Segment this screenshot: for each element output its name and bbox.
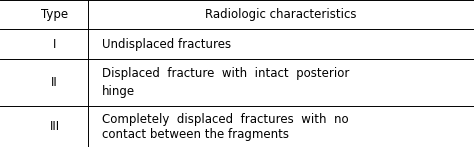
Text: Completely  displaced  fractures  with  no: Completely displaced fractures with no [102,112,348,126]
Text: II: II [51,76,58,89]
Text: I: I [53,38,56,51]
Text: Undisplaced fractures: Undisplaced fractures [102,38,231,51]
Text: III: III [49,120,60,133]
Text: Type: Type [41,8,68,21]
Text: contact between the fragments: contact between the fragments [102,128,289,141]
Text: Radiologic characteristics: Radiologic characteristics [205,8,356,21]
Text: Displaced  fracture  with  intact  posterior: Displaced fracture with intact posterior [102,67,349,80]
Text: hinge: hinge [102,85,135,98]
